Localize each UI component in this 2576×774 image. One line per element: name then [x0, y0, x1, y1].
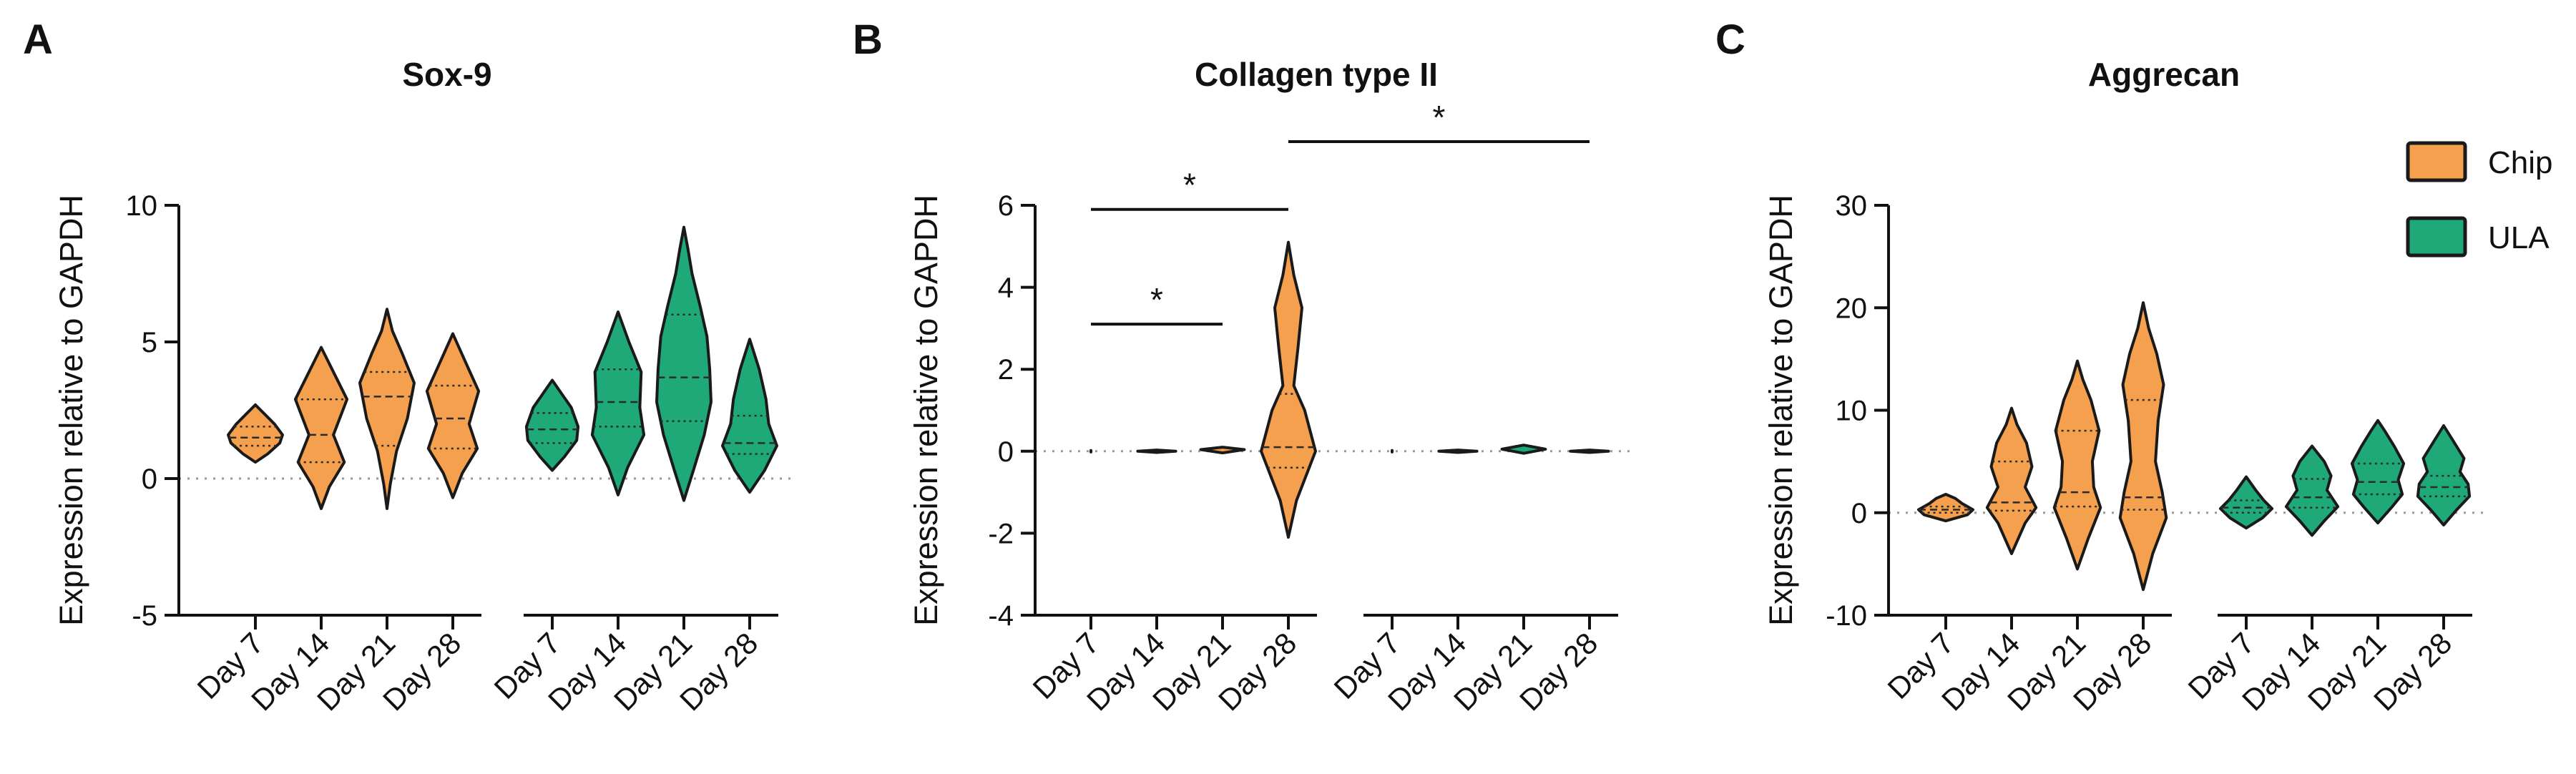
violin: [1260, 240, 1317, 539]
significance-bracket: *: [1091, 281, 1223, 326]
violin-body: [2118, 301, 2168, 592]
panel-b: B Collagen type II Expression relative to …: [853, 16, 1632, 717]
violin-body: [358, 308, 416, 510]
panel-title: Collagen type II: [1195, 56, 1438, 93]
y-tick-label: 10: [126, 190, 158, 222]
y-tick-label: -2: [988, 518, 1014, 549]
violin: [721, 338, 778, 494]
violin: [2052, 359, 2102, 571]
legend-label-chip: Chip: [2488, 145, 2553, 180]
legend-swatch-ula: [2406, 216, 2467, 258]
violin: [2284, 444, 2340, 537]
panel-title: Aggrecan: [2088, 56, 2240, 93]
significance-bracket: *: [1091, 167, 1288, 211]
violin: [1199, 446, 1246, 455]
violin-body: [293, 346, 349, 510]
violin-body: [524, 378, 580, 472]
violin: [655, 225, 712, 502]
violin-body: [1569, 449, 1610, 454]
violin: [524, 378, 580, 472]
violin-body: [1437, 449, 1479, 454]
violin-body: [2218, 475, 2274, 530]
y-axis-label: Expression relative to GAPDH: [908, 195, 944, 626]
y-tick-label: -4: [988, 600, 1014, 632]
y-tick-label: -5: [132, 600, 157, 632]
significance-star: *: [1150, 281, 1163, 318]
significance-bracket: *: [1288, 99, 1590, 143]
violin-body: [227, 403, 284, 464]
violin: [2416, 424, 2472, 526]
violin-body: [2052, 359, 2102, 571]
violin: [1917, 493, 1974, 523]
violin: [1985, 406, 2038, 555]
legend-label-ula: ULA: [2488, 220, 2550, 255]
violin: [1136, 449, 1177, 454]
violin-body: [590, 310, 646, 496]
violin-body: [1500, 444, 1547, 455]
violin-body: [2350, 418, 2406, 525]
violin: [1500, 444, 1547, 455]
legend-swatch-chip: [2406, 141, 2467, 182]
y-tick-label: 0: [998, 436, 1014, 468]
y-tick-label: 20: [1836, 293, 1868, 324]
violin-body: [425, 332, 481, 499]
violin-body: [1199, 446, 1246, 455]
violin: [425, 332, 481, 499]
y-tick-label: 6: [998, 190, 1014, 222]
panel-letter: B: [853, 16, 883, 63]
violin: [2218, 475, 2274, 530]
panel-letter: A: [23, 16, 53, 63]
violin: [1569, 449, 1610, 454]
significance-star: *: [1183, 167, 1196, 204]
violin-body: [655, 225, 712, 502]
violin-body: [1260, 240, 1317, 539]
violin: [227, 403, 284, 464]
panel-c: C Aggrecan Expression relative to GAPDH -10…: [1715, 16, 2487, 717]
violin-body: [1985, 406, 2038, 555]
legend: Chip ULA: [2406, 141, 2553, 258]
violin: [358, 308, 416, 510]
y-axis-label: Expression relative to GAPDH: [1763, 195, 1799, 626]
panel-title: Sox-9: [402, 56, 491, 93]
violin: [2118, 301, 2168, 592]
violin-body: [2284, 444, 2340, 537]
violin: [590, 310, 646, 496]
violin: [2350, 418, 2406, 525]
y-tick-label: -10: [1826, 600, 1867, 632]
panel-a: A Sox-9 Expression relative to GAPDH -5 0 5 10…: [23, 16, 793, 717]
y-tick-label: 30: [1836, 190, 1868, 222]
y-tick-label: 2: [998, 354, 1014, 386]
y-tick-label: 0: [1851, 498, 1867, 529]
y-axis-label: Expression relative to GAPDH: [53, 195, 89, 626]
violin: [293, 346, 349, 510]
violin-body: [1136, 449, 1177, 454]
panel-letter: C: [1715, 16, 1745, 63]
y-tick-label: 4: [998, 273, 1014, 304]
violin: [1437, 449, 1479, 454]
significance-star: *: [1433, 99, 1446, 136]
y-tick-label: 5: [142, 327, 157, 358]
y-tick-label: 10: [1836, 396, 1868, 427]
y-tick-label: 0: [142, 464, 157, 495]
violin-body: [1917, 493, 1974, 523]
